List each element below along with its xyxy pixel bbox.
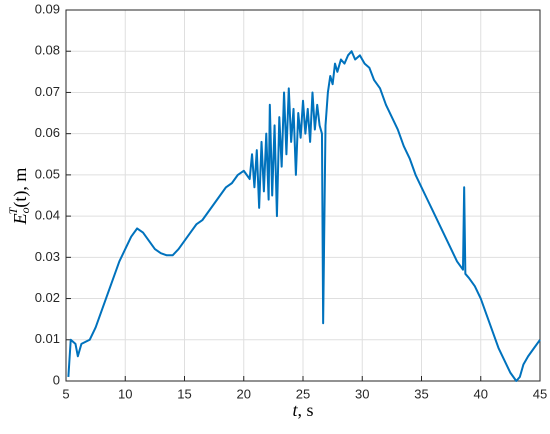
x-label-unit: , s <box>298 400 314 420</box>
y-tick-label: 0.09 <box>35 1 60 16</box>
x-tick-label: 25 <box>296 386 310 401</box>
x-tick-label: 45 <box>533 386 547 401</box>
y-tick-label: 0.08 <box>35 43 60 58</box>
y-label-unit: , m <box>10 168 30 191</box>
x-tick-label: 20 <box>237 386 251 401</box>
y-tick-label: 0.07 <box>35 84 60 99</box>
y-tick-label: 0.01 <box>35 331 60 346</box>
x-tick-label: 10 <box>118 386 132 401</box>
y-tick-label: 0.06 <box>35 125 60 140</box>
y-tick-label: 0 <box>53 372 60 387</box>
y-label-arg: (t) <box>10 191 31 208</box>
y-tick-label: 0.02 <box>35 290 60 305</box>
x-tick-label: 15 <box>177 386 191 401</box>
x-tick-label: 30 <box>355 386 369 401</box>
data-line <box>67 50 541 382</box>
x-tick-label: 40 <box>474 386 488 401</box>
x-axis-label: t, s <box>292 400 313 420</box>
y-tick-label: 0.04 <box>35 208 60 223</box>
axes-box <box>65 9 541 382</box>
y-axis-label: EoT(t), m <box>6 168 32 226</box>
y-tick-label: 0.03 <box>35 249 60 264</box>
y-label-sub: o <box>18 207 32 213</box>
x-label-var: t <box>292 400 298 420</box>
x-tick-label: 5 <box>62 386 69 401</box>
y-label-sup: T <box>6 206 20 214</box>
y-tick-label: 0.05 <box>35 166 60 181</box>
x-tick-label: 35 <box>414 386 428 401</box>
y-label-base: E <box>10 213 30 225</box>
